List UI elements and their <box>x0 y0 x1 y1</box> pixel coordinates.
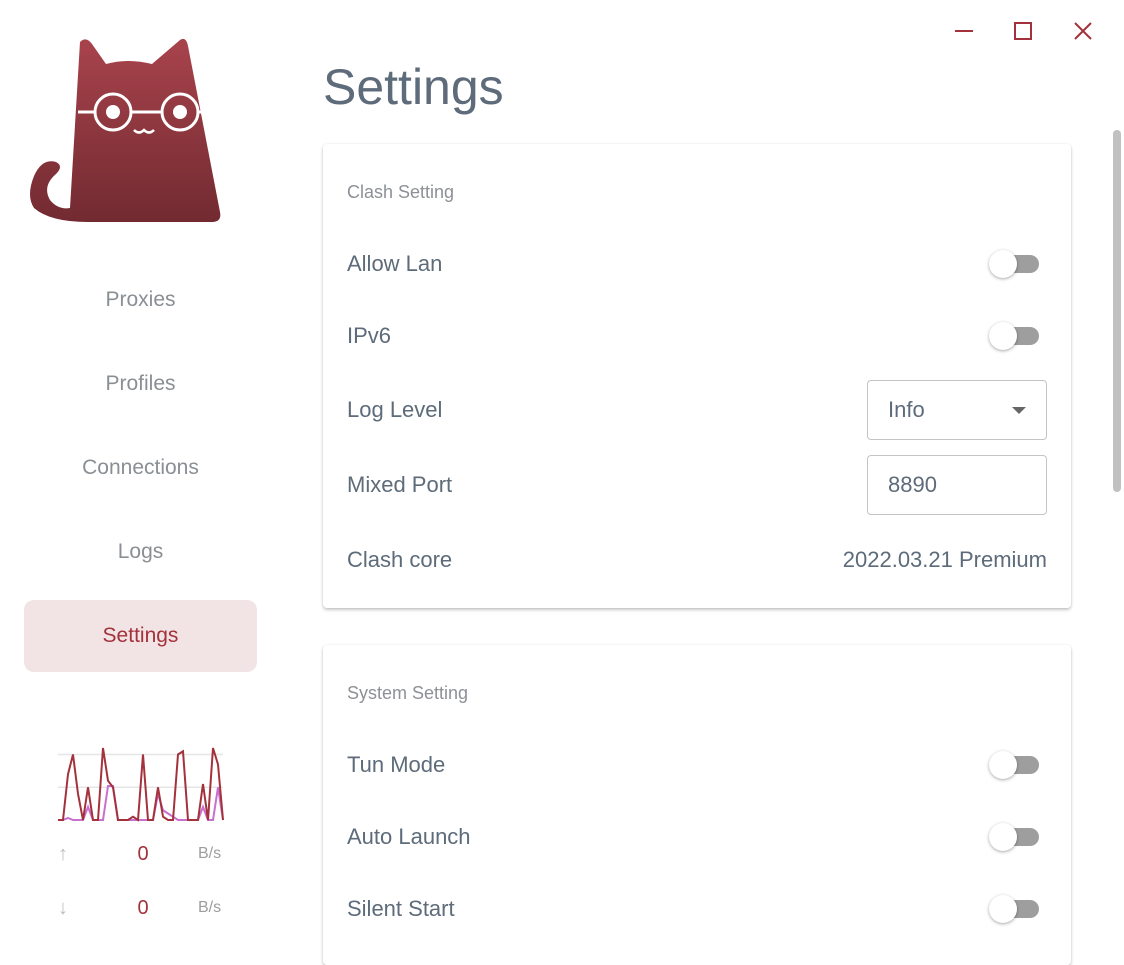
minimize-button[interactable] <box>946 14 982 48</box>
allow-lan-toggle[interactable] <box>989 250 1041 278</box>
log-level-select[interactable]: Info <box>867 380 1047 440</box>
close-button[interactable] <box>1065 14 1101 48</box>
upload-value: 0 <box>137 842 149 865</box>
nav-proxies[interactable]: Proxies <box>105 288 176 311</box>
nav-logs[interactable]: Logs <box>117 540 164 563</box>
clash-setting-card: Clash Setting Allow Lan IPv6 Log Level I… <box>323 144 1071 608</box>
caret-down-icon <box>1012 406 1026 414</box>
clash-core-row: Clash core 2022.03.21 Premium <box>347 540 1047 580</box>
traffic-graph <box>58 747 224 822</box>
upload-unit: B/s <box>198 845 222 862</box>
maximize-button[interactable] <box>1005 14 1041 48</box>
setting-label: Silent Start <box>347 896 455 921</box>
mixed-port-input[interactable]: 8890 <box>867 455 1047 515</box>
ipv6-toggle[interactable] <box>989 322 1041 350</box>
silent-start-row: Silent Start <box>347 889 1047 929</box>
setting-label: IPv6 <box>347 323 392 348</box>
clash-core-version: 2022.03.21 Premium <box>842 547 1047 572</box>
download-unit: B/s <box>198 899 222 916</box>
ipv6-row: IPv6 <box>347 316 1047 356</box>
setting-label: Allow Lan <box>347 251 443 276</box>
arrow-up-icon: ↑ <box>58 842 68 865</box>
download-traffic: ↓ 0 B/s <box>58 893 228 923</box>
tun-mode-toggle[interactable] <box>989 751 1041 779</box>
maximize-icon <box>1014 22 1032 40</box>
scrollbar-thumb[interactable] <box>1113 130 1121 492</box>
card-title: System Setting <box>347 683 469 703</box>
nav-profiles[interactable]: Profiles <box>105 372 176 395</box>
nav-settings[interactable]: Settings <box>24 600 257 672</box>
silent-start-toggle[interactable] <box>989 895 1041 923</box>
card-title: Clash Setting <box>347 182 455 202</box>
system-setting-card: System Setting Tun Mode Auto Launch Sile… <box>323 645 1071 965</box>
log-level-row: Log Level Info <box>347 380 1047 440</box>
setting-label: Clash core <box>347 547 453 572</box>
close-icon <box>1074 22 1092 40</box>
minimize-icon <box>955 30 973 32</box>
allow-lan-row: Allow Lan <box>347 244 1047 284</box>
page-title: Settings <box>323 59 504 115</box>
select-value: Info <box>888 397 925 422</box>
auto-launch-toggle[interactable] <box>989 823 1041 851</box>
input-value: 8890 <box>888 472 937 497</box>
cat-logo <box>30 38 221 222</box>
tun-mode-row: Tun Mode <box>347 745 1047 785</box>
nav-connections[interactable]: Connections <box>82 456 199 479</box>
upload-traffic: ↑ 0 B/s <box>58 839 228 869</box>
arrow-down-icon: ↓ <box>58 896 68 919</box>
setting-label: Mixed Port <box>347 472 453 497</box>
upload-series-line <box>58 747 224 822</box>
download-value: 0 <box>137 896 149 919</box>
auto-launch-row: Auto Launch <box>347 817 1047 857</box>
setting-label: Tun Mode <box>347 752 446 777</box>
mixed-port-row: Mixed Port 8890 <box>347 455 1047 515</box>
sidebar: Proxies Profiles Connections Logs Settin… <box>0 0 280 937</box>
setting-label: Log Level <box>347 397 443 422</box>
setting-label: Auto Launch <box>347 824 471 849</box>
